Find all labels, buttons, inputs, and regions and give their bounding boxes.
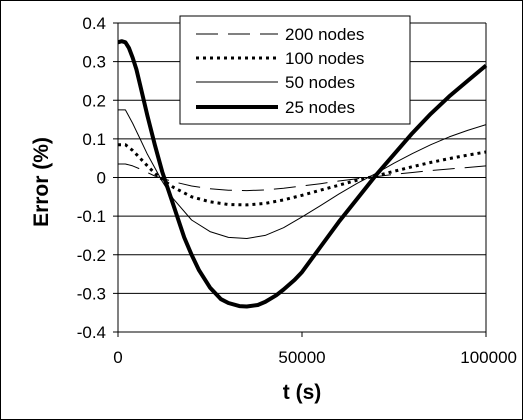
legend-label: 25 nodes [285,98,355,117]
y-tick-label: 0.1 [82,130,106,149]
y-axis-title: Error (%) [30,137,53,227]
y-tick-label: 0.4 [82,14,106,33]
legend-label: 200 nodes [285,25,364,44]
y-tick-label: 0.3 [82,53,106,72]
x-tick-label: 0 [113,348,122,367]
legend: 200 nodes 100 nodes 50 nodes 25 nodes [179,15,411,125]
legend-label: 100 nodes [285,49,364,68]
series-line-0 [118,163,487,192]
series-line-3 [117,39,488,309]
y-tick-label: -0.2 [77,246,106,265]
series-layer [117,39,488,309]
series-line-2 [118,109,487,239]
y-tick-label: 0.2 [82,91,106,110]
y-tick-label: -0.3 [77,284,106,303]
y-tick-label: 0 [97,169,106,188]
x-axis-title: t (s) [283,381,322,404]
series-line-1 [118,143,487,207]
y-tick-label: -0.4 [77,323,106,342]
y-tick-label: -0.1 [77,207,106,226]
x-tick-label: 50000 [278,348,325,367]
x-tick-label: 100000 [460,348,517,367]
tick-label-layer: 0.4 0.3 0.2 0.1 0 -0.1 -0.2 -0.3 -0.4 0 50000 10000… [77,14,517,367]
legend-label: 50 nodes [285,73,355,92]
axis-layer [113,22,487,337]
